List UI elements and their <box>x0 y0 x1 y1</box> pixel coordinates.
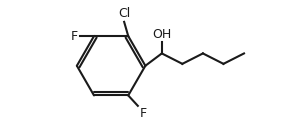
Text: F: F <box>71 30 77 43</box>
Text: OH: OH <box>152 28 171 41</box>
Text: Cl: Cl <box>118 8 130 20</box>
Text: F: F <box>139 107 147 120</box>
